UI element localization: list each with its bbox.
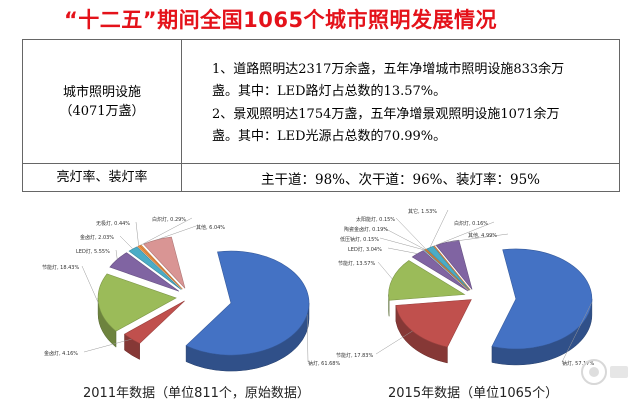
slice-label: 金卤灯, 4.16% [44,350,78,357]
pie-chart-2011: 钠灯, 61.68% 金卤灯, 4.16% 节能灯, 18.43% LED灯, 5.5… [40,205,340,377]
slice-label: 陶瓷金卤灯, 0.19% [344,226,388,233]
leader-line [119,235,134,250]
leader-line [383,227,426,250]
pie-slice [426,245,470,291]
pie-chart-2015-svg: 钠灯, 57.17% 节能灯, 17.83% 节能灯, 13.57% LED灯, 3.… [336,208,594,367]
pie-chart-2011-svg: 钠灯, 61.68% 金卤灯, 4.16% 节能灯, 18.43% LED灯, 5.5… [42,216,340,372]
list-item: 1、道路照明达2317万余盏，五年净增城市照明设施833余万 盏。其中：LED路… [182,59,619,104]
slice-label: 无极灯, 0.44% [96,220,130,227]
slice-label: 白炽灯, 0.16% [454,220,488,227]
leader-line [83,338,132,353]
row-label-line: （4071万盏） [59,103,145,119]
pie-group: 钠灯, 61.68% 金卤灯, 4.16% 节能灯, 18.43% LED灯, 5.5… [42,216,340,372]
leader-line [135,221,139,247]
row-label-line: 城市照明设施 [62,84,141,100]
slice-label: 其他, 4.99% [468,232,497,239]
slice-label: 白炽灯, 0.29% [152,216,186,223]
leader-line [115,249,118,260]
leader-line [81,265,99,304]
slice-label: 低压钠灯, 0.15% [340,236,379,243]
row-content-cell: 1、道路照明达2317万余盏，五年净增城市照明设施833余万 盏。其中：LED路… [181,39,620,164]
leader-line [447,233,509,243]
lighting-info-table: 城市照明设施 （4071万盏） 1、道路照明达2317万余盏，五年净增城市照明设… [22,39,620,192]
slice-label: 节能灯, 13.57% [338,260,375,267]
slice-label: LED灯, 3.04% [348,246,382,253]
leader-line [429,209,449,248]
row-label-cell: 城市照明设施 （4071万盏） [22,39,182,164]
leader-line [387,247,418,254]
slice-label: 其它, 1.53% [408,208,437,215]
item-line: 盏。其中：LED光源占总数的70.99%。 [212,129,447,144]
slice-label: 钠灯, 61.68% [308,360,340,367]
leader-line [306,314,309,363]
chart-caption-2015: 2015年数据（单位1065个） [388,386,559,401]
item-line: 1、道路照明达2317万余盏，五年净增城市照明设施833余万 [212,61,565,77]
leader-line [156,225,197,240]
leader-line [561,302,592,363]
slice-label: LED灯, 5.55% [76,248,110,255]
pie-chart-2015: 钠灯, 57.17% 节能灯, 17.83% 节能灯, 13.57% LED灯, 3.… [336,205,626,377]
pie-slice [425,248,470,291]
leader-line [140,217,193,246]
leader-line [377,261,393,280]
table-row: 亮灯率、装灯率 主干道：98%、次干道：96%、装灯率：95% [22,163,620,192]
page-title: “十二五”期间全国1065个城市照明发展情况 [64,8,498,32]
pie-slice [123,300,185,344]
pie-slice [97,273,177,332]
leader-line [375,330,413,355]
slice-label: 其他, 6.04% [196,224,225,231]
chart-caption-2011: 2011年数据（单位811个，原始数据） [83,386,310,401]
slice-label: 金卤灯, 2.03% [80,234,114,241]
pie-slice [128,246,182,290]
leader-line [395,217,427,250]
leader-line [433,221,495,247]
list-item: 2、景观照明达1754万盏，五年净增景观照明设施1071余万 盏。其中：LED光… [182,104,619,149]
watermark-logo-icon [581,359,628,385]
row-label-cell: 亮灯率、装灯率 [22,163,182,192]
slice-label: 太阳能灯, 0.15% [356,216,395,223]
slice-label: 钠灯, 57.17% [562,360,594,367]
slice-label: 节能灯, 17.83% [336,352,373,359]
leader-line [379,237,425,251]
item-line: 盏。其中：LED路灯占总数的13.57%。 [212,84,447,99]
slice-label: 节能灯, 18.43% [42,264,79,271]
row-content-cell: 主干道：98%、次干道：96%、装灯率：95% [181,163,620,192]
table-row: 城市照明设施 （4071万盏） 1、道路照明达2317万余盏，五年净增城市照明设… [22,39,620,164]
item-line: 2、景观照明达1754万盏，五年净增景观照明设施1071余万 [212,106,560,122]
pie-group: 钠灯, 57.17% 节能灯, 17.83% 节能灯, 13.57% LED灯, 3.… [336,208,594,367]
